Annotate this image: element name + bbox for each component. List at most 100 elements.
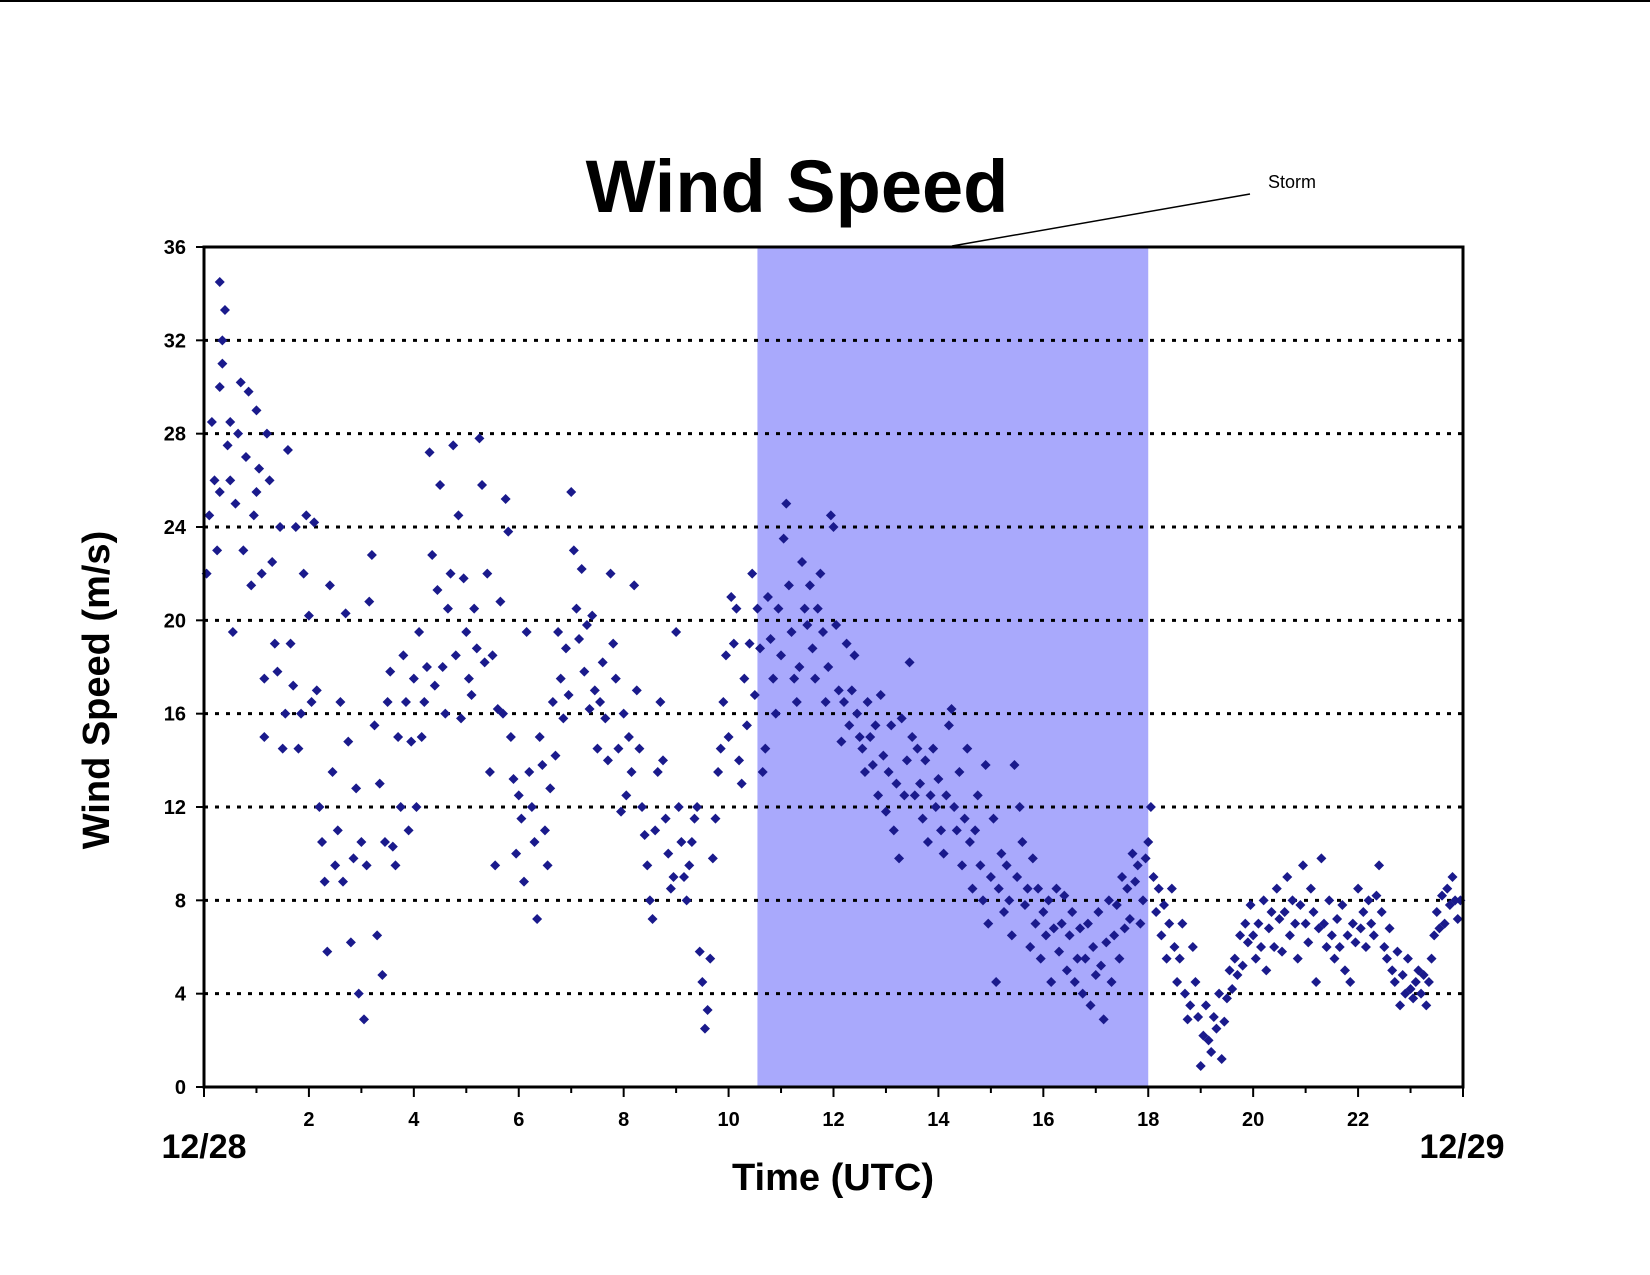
- data-point: [949, 802, 960, 812]
- data-point: [1075, 923, 1086, 934]
- data-point: [343, 736, 354, 747]
- data-point: [408, 673, 419, 684]
- data-point: [238, 545, 249, 556]
- data-point: [930, 802, 941, 812]
- data-point: [351, 783, 362, 794]
- data-point: [1384, 923, 1395, 934]
- data-point: [904, 657, 915, 668]
- data-point: [1256, 942, 1267, 952]
- data-point: [917, 813, 928, 824]
- data-point: [946, 704, 957, 714]
- chart-title: Wind Speed: [586, 145, 1009, 228]
- data-point: [206, 417, 217, 427]
- data-point: [214, 277, 225, 287]
- data-point: [867, 760, 878, 770]
- data-point: [332, 825, 343, 836]
- data-point: [616, 806, 627, 817]
- data-point: [571, 603, 582, 614]
- data-point: [1452, 914, 1463, 924]
- data-point: [705, 953, 716, 964]
- storm-annotation-line: [951, 193, 1251, 247]
- data-point: [1426, 953, 1437, 964]
- data-point: [776, 650, 787, 661]
- data-point: [1069, 977, 1080, 987]
- data-point: [618, 708, 629, 719]
- data-point: [936, 825, 947, 836]
- data-point: [744, 638, 755, 649]
- data-point: [246, 580, 257, 591]
- data-point: [553, 627, 564, 637]
- data-point: [959, 813, 970, 824]
- data-point: [335, 697, 346, 707]
- y-tick-label: 16: [164, 704, 186, 726]
- data-point: [1056, 918, 1067, 929]
- data-point: [500, 494, 511, 504]
- data-point: [849, 650, 860, 661]
- data-point: [435, 480, 446, 490]
- x-tick-label: 18: [1137, 1109, 1159, 1131]
- data-point: [1368, 930, 1379, 941]
- data-point: [1318, 918, 1329, 929]
- data-point: [419, 697, 430, 707]
- data-point: [1153, 883, 1164, 894]
- data-point: [1423, 977, 1434, 987]
- data-point: [983, 918, 994, 929]
- data-point: [1187, 942, 1198, 952]
- data-point: [345, 937, 356, 948]
- data-point: [613, 743, 624, 754]
- data-point: [469, 603, 480, 614]
- x-tick-label: 4: [408, 1109, 420, 1131]
- data-point: [896, 713, 907, 724]
- data-point: [883, 767, 894, 777]
- data-point: [406, 736, 417, 747]
- data-point: [243, 386, 254, 397]
- data-point: [251, 405, 262, 416]
- data-point: [400, 697, 411, 707]
- data-point: [1135, 918, 1146, 929]
- data-point: [684, 860, 695, 871]
- data-point: [637, 802, 648, 812]
- data-point: [692, 802, 703, 812]
- data-point: [511, 848, 522, 859]
- data-point: [1292, 953, 1303, 964]
- data-point: [482, 568, 493, 579]
- data-point: [1206, 1047, 1217, 1057]
- data-point: [379, 837, 390, 847]
- data-point: [941, 790, 952, 801]
- data-point: [991, 977, 1002, 987]
- data-point: [857, 743, 868, 754]
- x-tick-labels: 2 4 6 8 10 12 14 16 18 20 22: [303, 1109, 1369, 1131]
- data-point: [269, 638, 280, 649]
- data-point: [508, 774, 519, 784]
- data-point: [797, 557, 808, 567]
- data-point: [1408, 993, 1419, 1004]
- storm-annotation-label: Storm: [1268, 172, 1316, 192]
- data-point: [364, 596, 375, 607]
- data-point: [589, 685, 600, 696]
- data-point: [495, 596, 506, 607]
- data-point: [1282, 872, 1293, 882]
- data-point: [699, 1023, 710, 1034]
- storm-band: [757, 247, 1149, 1087]
- data-point: [818, 627, 829, 637]
- data-point: [602, 755, 613, 766]
- data-point: [762, 592, 773, 602]
- y-tick-label: 12: [164, 797, 186, 819]
- data-point: [634, 743, 645, 754]
- data-point: [1027, 853, 1038, 864]
- data-point: [1421, 1000, 1432, 1011]
- data-point: [760, 743, 771, 754]
- data-point: [938, 848, 949, 859]
- y-tick-label: 28: [164, 424, 186, 446]
- data-point: [600, 713, 611, 724]
- x-tick-label: 14: [927, 1109, 950, 1131]
- data-point: [1442, 883, 1453, 894]
- x-tick-label: 6: [513, 1109, 524, 1131]
- data-point: [815, 568, 826, 579]
- data-point: [411, 802, 422, 812]
- data-point: [458, 573, 469, 584]
- data-point: [1208, 1012, 1219, 1022]
- data-point: [550, 750, 561, 761]
- data-point: [382, 697, 393, 707]
- data-point: [752, 603, 763, 614]
